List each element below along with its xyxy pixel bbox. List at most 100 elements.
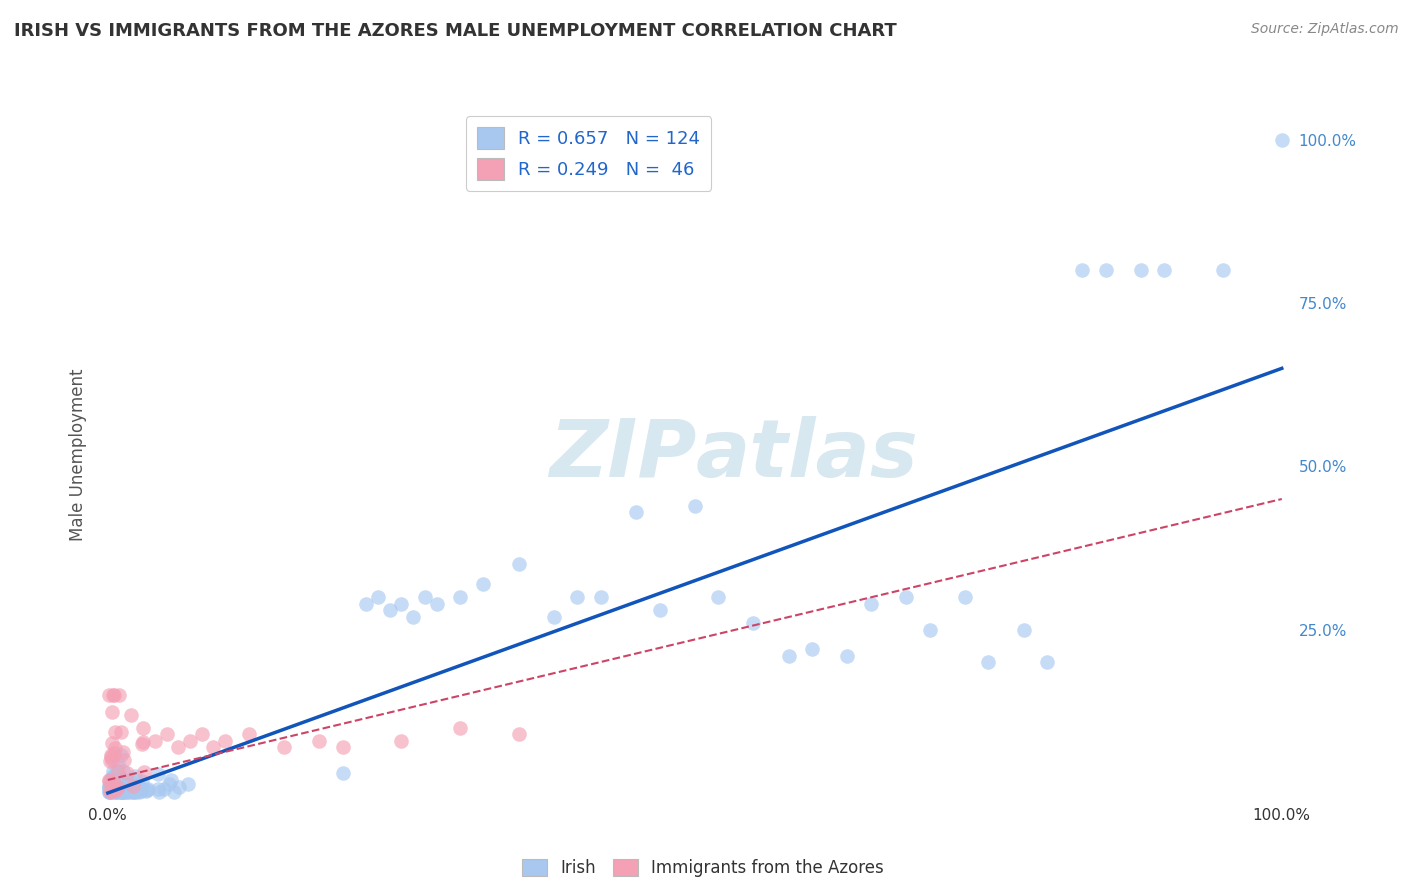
- Point: [707, 590, 730, 604]
- Point: [162, 785, 184, 799]
- Point: [953, 590, 976, 604]
- Point: [1071, 263, 1094, 277]
- Point: [110, 772, 132, 787]
- Point: [107, 785, 129, 799]
- Text: IRISH VS IMMIGRANTS FROM THE AZORES MALE UNEMPLOYMENT CORRELATION CHART: IRISH VS IMMIGRANTS FROM THE AZORES MALE…: [14, 22, 897, 40]
- Point: [167, 740, 190, 755]
- Point: [859, 597, 882, 611]
- Point: [100, 754, 122, 768]
- Point: [110, 747, 132, 762]
- Point: [977, 656, 1000, 670]
- Point: [157, 777, 180, 791]
- Point: [107, 776, 129, 790]
- Point: [449, 590, 471, 604]
- Point: [104, 784, 127, 798]
- Point: [111, 785, 134, 799]
- Point: [567, 590, 589, 604]
- Point: [472, 577, 495, 591]
- Point: [115, 766, 138, 780]
- Point: [124, 784, 146, 798]
- Point: [98, 783, 121, 797]
- Point: [120, 779, 142, 793]
- Point: [1036, 656, 1059, 670]
- Point: [918, 623, 941, 637]
- Point: [354, 597, 377, 611]
- Point: [104, 741, 127, 756]
- Point: [624, 505, 647, 519]
- Point: [100, 784, 122, 798]
- Point: [100, 770, 122, 784]
- Point: [214, 733, 236, 747]
- Point: [103, 724, 125, 739]
- Point: [402, 609, 425, 624]
- Point: [136, 781, 159, 796]
- Point: [101, 782, 124, 797]
- Point: [108, 779, 131, 793]
- Point: [104, 774, 127, 789]
- Point: [103, 774, 125, 789]
- Point: [778, 648, 800, 663]
- Point: [177, 777, 200, 791]
- Point: [104, 782, 127, 797]
- Point: [122, 773, 145, 788]
- Point: [103, 776, 125, 790]
- Point: [894, 590, 917, 604]
- Point: [332, 766, 354, 780]
- Point: [101, 736, 124, 750]
- Point: [648, 603, 671, 617]
- Point: [107, 780, 129, 795]
- Point: [103, 688, 125, 702]
- Point: [98, 780, 121, 795]
- Point: [125, 784, 148, 798]
- Point: [135, 782, 157, 797]
- Legend: R = 0.657   N = 124, R = 0.249   N =  46: R = 0.657 N = 124, R = 0.249 N = 46: [465, 116, 711, 191]
- Point: [98, 772, 121, 787]
- Point: [103, 746, 125, 760]
- Point: [111, 783, 134, 797]
- Point: [389, 733, 412, 747]
- Point: [332, 740, 354, 755]
- Point: [103, 770, 125, 784]
- Point: [101, 764, 124, 778]
- Point: [153, 781, 176, 796]
- Point: [107, 784, 129, 798]
- Point: [121, 785, 143, 799]
- Point: [104, 771, 127, 785]
- Point: [146, 767, 169, 781]
- Point: [104, 785, 127, 799]
- Point: [112, 785, 135, 799]
- Point: [127, 780, 149, 794]
- Point: [100, 747, 122, 762]
- Point: [413, 590, 436, 604]
- Point: [112, 783, 135, 797]
- Point: [100, 779, 122, 793]
- Point: [121, 780, 143, 795]
- Point: [131, 783, 153, 797]
- Point: [100, 749, 122, 764]
- Point: [112, 773, 135, 788]
- Point: [110, 725, 132, 739]
- Point: [589, 590, 612, 604]
- Text: atlas: atlas: [696, 416, 918, 494]
- Point: [1212, 263, 1234, 277]
- Point: [378, 603, 401, 617]
- Legend: Irish, Immigrants from the Azores: Irish, Immigrants from the Azores: [516, 852, 890, 884]
- Point: [837, 648, 859, 663]
- Point: [110, 785, 132, 799]
- Point: [98, 780, 121, 794]
- Point: [1094, 263, 1116, 277]
- Point: [115, 785, 138, 799]
- Point: [148, 785, 170, 799]
- Point: [98, 785, 121, 799]
- Point: [101, 705, 124, 719]
- Point: [108, 776, 131, 790]
- Point: [125, 781, 148, 796]
- Point: [273, 740, 295, 755]
- Point: [101, 784, 124, 798]
- Point: [389, 597, 412, 611]
- Point: [118, 784, 141, 798]
- Point: [122, 785, 145, 799]
- Point: [179, 733, 201, 747]
- Point: [143, 733, 166, 747]
- Point: [98, 784, 121, 798]
